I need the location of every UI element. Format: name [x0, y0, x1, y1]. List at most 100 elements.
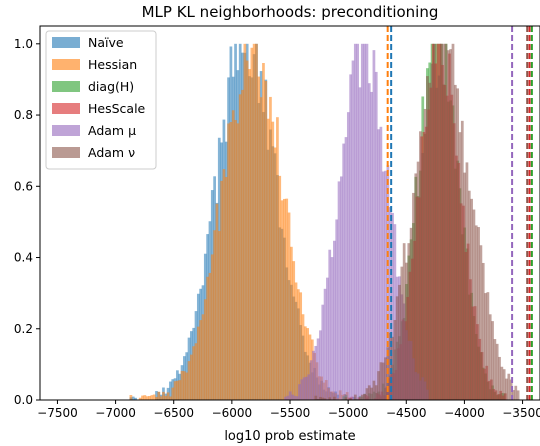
histogram-bar	[426, 76, 429, 400]
x-tick-label: −5000	[328, 406, 369, 420]
histogram-bar	[340, 176, 343, 400]
legend-entry-label: Adam ν	[88, 145, 135, 160]
legend-swatch	[52, 147, 80, 158]
histogram-bar	[500, 366, 504, 400]
histogram-bar	[273, 147, 277, 400]
histogram-bar	[159, 396, 163, 400]
histogram-bar	[481, 262, 485, 400]
histogram-bar	[353, 394, 357, 400]
histogram-bar	[196, 326, 200, 400]
histogram-bar	[400, 266, 404, 400]
x-tick-label: −3500	[502, 406, 540, 420]
legend-entry-label: Hessian	[88, 57, 137, 72]
histogram-bar	[294, 282, 298, 400]
x-tick-label: −7000	[95, 406, 136, 420]
histogram-bar	[301, 314, 305, 400]
histogram-bar	[255, 43, 258, 401]
histogram-bar	[290, 246, 293, 400]
histogram-bar	[358, 397, 362, 400]
histogram-bar	[365, 388, 369, 400]
histogram-bar	[335, 219, 339, 400]
histogram-bar	[393, 224, 397, 400]
histogram-bar	[414, 173, 418, 400]
histogram-bar	[316, 338, 320, 400]
y-tick-label: 0.0	[14, 393, 33, 407]
histogram-bar	[183, 371, 186, 400]
histogram-bar	[516, 390, 520, 400]
histogram-bar	[419, 131, 422, 401]
histogram-bar	[303, 326, 307, 400]
y-tick-label: 0.4	[14, 251, 33, 265]
histogram-bar	[271, 121, 275, 401]
histogram-bar	[169, 396, 172, 400]
histogram-bar	[330, 257, 334, 400]
histogram-bar	[342, 143, 346, 400]
legend-swatch	[52, 81, 80, 92]
histogram-bar	[269, 96, 272, 401]
histogram-bars	[129, 43, 520, 401]
histogram-bar	[278, 175, 282, 400]
histogram-bar	[187, 361, 191, 400]
histogram-bar	[493, 339, 497, 400]
histogram-bar	[222, 169, 226, 400]
histogram-bar	[307, 374, 311, 400]
histogram-bar	[262, 63, 265, 400]
histogram-bar	[284, 396, 287, 400]
histogram-bar	[344, 397, 348, 400]
histogram-bar	[367, 385, 371, 400]
chart-title: MLP KL neighborhoods: preconditioning	[142, 3, 439, 21]
histogram-bar	[203, 299, 207, 400]
histogram-bar	[283, 198, 286, 400]
histogram-bar	[285, 198, 289, 400]
histogram-bar	[405, 262, 408, 400]
histogram-bar	[266, 118, 270, 401]
histogram-bar	[208, 272, 212, 400]
histogram-bar	[442, 43, 446, 401]
histogram-bar	[451, 43, 455, 401]
histogram-bar	[309, 360, 313, 400]
histogram-bar	[231, 110, 235, 401]
histogram-bar	[314, 395, 318, 400]
histogram-bar	[306, 328, 310, 400]
histogram-bar	[276, 117, 279, 400]
histogram-bar	[305, 376, 308, 400]
histogram-bar	[437, 75, 441, 400]
histogram-bar	[145, 396, 149, 400]
histogram-bar	[384, 357, 387, 400]
histogram-bar	[129, 395, 133, 400]
histogram-bar	[465, 162, 469, 400]
legend-entry-label: HesScale	[88, 101, 146, 116]
histogram-bar	[257, 76, 261, 400]
x-axis-label: log10 prob estimate	[224, 429, 355, 444]
histogram-bar	[326, 277, 329, 400]
histogram-bar	[356, 43, 360, 401]
histogram-bar	[280, 200, 284, 400]
histogram-bar	[360, 394, 364, 400]
histogram-bar	[374, 71, 378, 401]
histogram-bar	[194, 343, 198, 400]
histogram-bar	[488, 314, 492, 400]
histogram-bar	[372, 50, 376, 400]
histogram-bar	[180, 370, 184, 400]
histogram-bar	[190, 354, 193, 400]
histogram-bar	[502, 369, 506, 400]
histogram-bar	[215, 203, 219, 400]
histogram-bar	[312, 350, 315, 400]
legend-entry-label: Naïve	[88, 35, 124, 50]
histogram-bar	[302, 377, 306, 400]
histogram-bar	[430, 63, 434, 401]
histogram-bar	[367, 83, 371, 400]
histogram-bar	[217, 231, 221, 400]
histogram-bar	[328, 249, 332, 400]
histogram-bar	[199, 320, 203, 400]
histogram-bar	[402, 243, 406, 400]
histogram-bar	[173, 381, 177, 400]
histogram-bar	[507, 373, 511, 400]
histogram-bar	[143, 395, 147, 400]
histogram-bar	[370, 91, 373, 401]
histogram-bar	[287, 212, 291, 400]
legend-swatch	[52, 37, 80, 48]
histogram-bar	[467, 190, 471, 400]
legend-entry-label: diag(H)	[88, 79, 134, 94]
